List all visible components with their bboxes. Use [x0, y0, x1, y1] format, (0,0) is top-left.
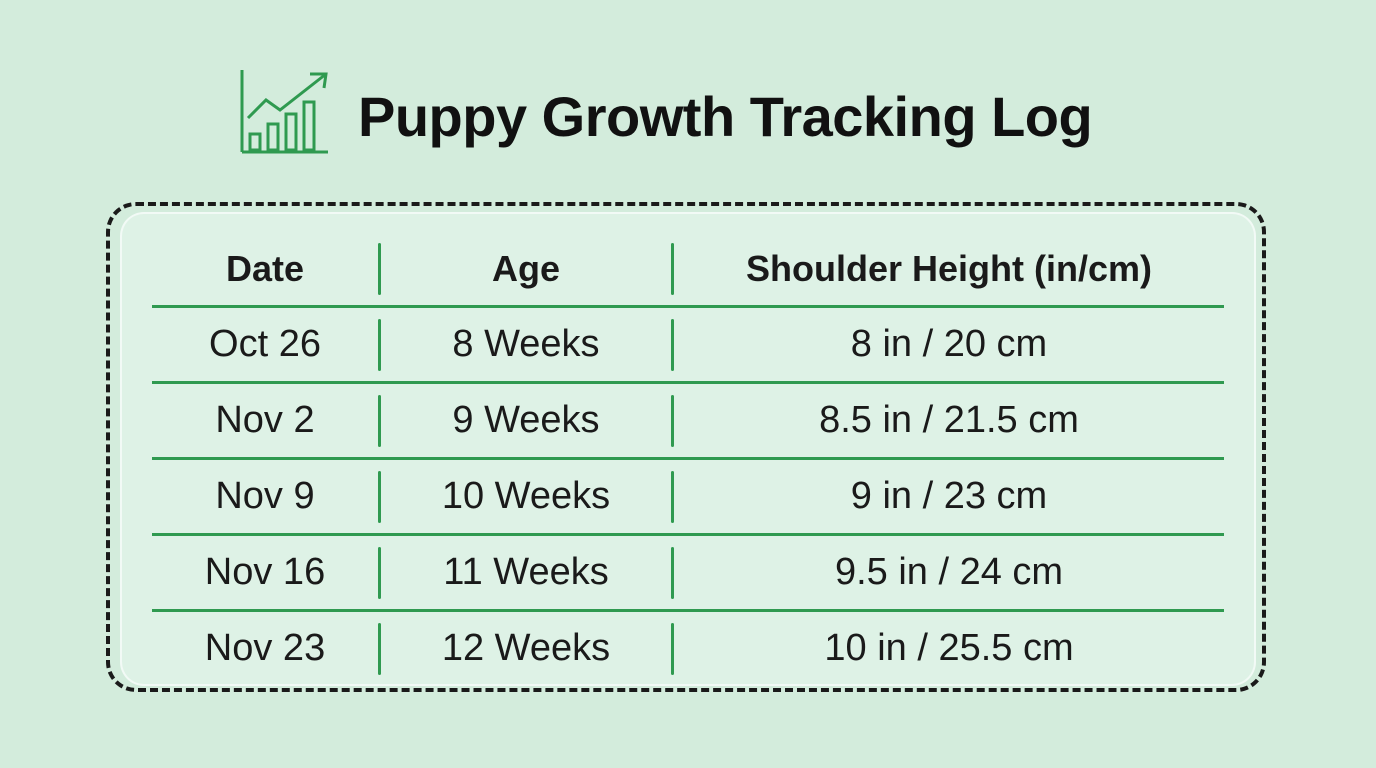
row-rule: [152, 305, 1224, 308]
table: Date Age Shoulder Height (in/cm) Oct 26 8 We…: [152, 232, 1224, 685]
cell: 9 Weeks: [452, 399, 600, 441]
cell: 9.5 in / 24 cm: [834, 551, 1064, 593]
row-rule: [152, 609, 1224, 612]
column-divider: [378, 242, 381, 295]
table-row: Nov 2 9 Weeks 8.5 in / 21.5 cm: [152, 384, 1224, 457]
column-divider: [671, 394, 674, 447]
column-divider: [378, 622, 381, 675]
column-divider: [671, 470, 674, 523]
header-row: Date Age Shoulder Height (in/cm): [152, 232, 1224, 305]
cell: Nov 23: [204, 627, 326, 669]
cell: 8 in / 20 cm: [850, 323, 1048, 365]
column-divider: [671, 242, 674, 295]
cell: Nov 16: [204, 551, 326, 593]
row-rule: [152, 381, 1224, 384]
cell: 12 Weeks: [441, 627, 611, 669]
cell: Oct 26: [209, 323, 321, 365]
column-divider: [378, 394, 381, 447]
column-divider: [378, 318, 381, 371]
table-row: Nov 9 10 Weeks 9 in / 23 cm: [152, 460, 1224, 533]
cell: 10 Weeks: [441, 475, 611, 517]
column-divider: [671, 622, 674, 675]
cell: 8.5 in / 21.5 cm: [819, 399, 1079, 441]
row-rule: [152, 457, 1224, 460]
cell: 8 Weeks: [452, 323, 600, 365]
dashed-frame: [106, 202, 1266, 692]
table-row: Nov 23 12 Weeks 10 in / 25.5 cm: [152, 612, 1224, 685]
growth-icon: [240, 70, 328, 154]
column-header: Date: [225, 247, 305, 289]
cell: 9 in / 23 cm: [850, 475, 1048, 517]
column-divider: [671, 546, 674, 599]
cell: 10 in / 25.5 cm: [824, 627, 1074, 669]
card: [120, 212, 1256, 686]
row-rule: [152, 533, 1224, 536]
cell: Nov 2: [215, 399, 315, 441]
cell: 11 Weeks: [443, 551, 609, 593]
column-header: Age: [491, 247, 560, 289]
column-divider: [378, 546, 381, 599]
table-row: Nov 16 11 Weeks 9.5 in / 24 cm: [152, 536, 1224, 609]
table-row: Oct 26 8 Weeks 8 in / 20 cm: [152, 308, 1224, 381]
column-divider: [671, 318, 674, 371]
column-divider: [378, 470, 381, 523]
cell: Nov 9: [215, 475, 315, 517]
column-header: Shoulder Height (in/cm): [745, 247, 1152, 289]
title: Puppy Growth Tracking Log: [358, 85, 1093, 148]
